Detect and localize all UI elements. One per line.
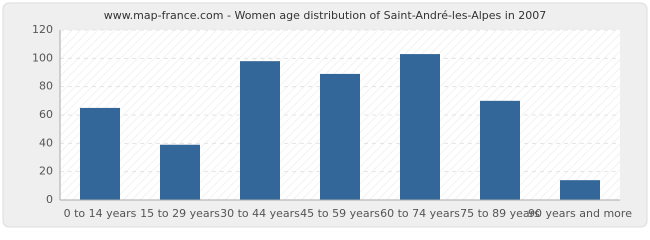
bar <box>560 180 600 200</box>
y-tick-label: 100 <box>32 51 53 64</box>
bar <box>400 54 440 201</box>
y-tick-label: 20 <box>39 165 53 178</box>
bar <box>240 61 280 200</box>
y-tick-label: 120 <box>32 23 53 36</box>
y-tick-label: 40 <box>39 136 53 149</box>
x-tick-label: 75 to 89 years <box>460 207 540 220</box>
x-tick-label: 90 years and more <box>528 207 632 220</box>
y-tick-label: 80 <box>39 80 53 93</box>
x-tick-label: 30 to 44 years <box>220 207 300 220</box>
y-tick-label: 0 <box>46 193 53 206</box>
x-tick-label: 60 to 74 years <box>380 207 460 220</box>
y-tick-label: 60 <box>39 108 53 121</box>
chart-title: www.map-france.com - Women age distribut… <box>104 9 547 22</box>
x-tick-label: 0 to 14 years <box>64 207 137 220</box>
bar <box>80 107 120 200</box>
x-tick-label: 15 to 29 years <box>140 207 220 220</box>
x-tick-label: 45 to 59 years <box>300 207 380 220</box>
bar <box>320 73 360 200</box>
bar <box>160 144 200 200</box>
chart: www.map-france.com - Women age distribut… <box>2 2 648 228</box>
bar <box>480 100 520 200</box>
